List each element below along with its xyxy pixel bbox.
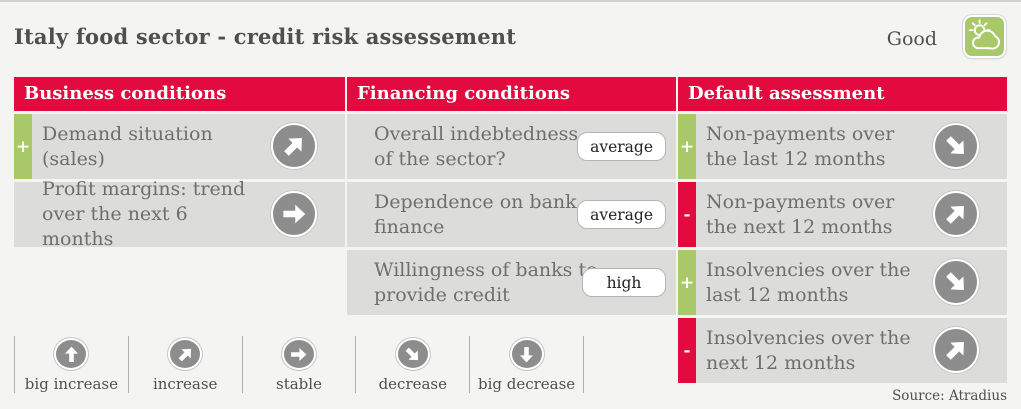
table-row: + Insolvencies over the last 12 months <box>678 250 1007 315</box>
row-label: Dependence on bank finance <box>374 190 577 238</box>
sun-cloud-glyph <box>968 19 1001 50</box>
positive-indicator-tab: + <box>678 250 696 315</box>
legend-label: big increase <box>24 375 118 393</box>
positive-indicator-tab: + <box>14 114 32 179</box>
table-row: Dependence on bank finance average <box>347 182 676 247</box>
legend-item: decrease <box>355 336 469 393</box>
row-label: Insolvencies over the last 12 months <box>706 258 911 306</box>
value-badge: average <box>577 200 666 229</box>
table-row: Willingness of banks to provide credit h… <box>347 250 676 315</box>
sun-cloud-icon <box>963 15 1006 58</box>
trend-stable-icon <box>271 191 317 237</box>
source-credit: Source: Atradius <box>892 388 1007 404</box>
row-label: Insolvencies over the next 12 months <box>706 326 911 374</box>
trend-increase-icon <box>933 191 979 237</box>
positive-indicator-tab: + <box>678 114 696 179</box>
legend-label: big decrease <box>477 375 576 393</box>
table-row: - Insolvencies over the next 12 months <box>678 318 1007 383</box>
row-label: Profit margins: trend over the next 6 mo… <box>42 178 246 250</box>
page-title: Italy food sector - credit risk assessem… <box>14 24 517 49</box>
table-row: Overall indebtedness of the sector? aver… <box>347 114 676 179</box>
legend-item: increase <box>127 336 242 393</box>
default-assessment-header: Default assessment <box>678 77 1007 111</box>
value-badge: average <box>577 132 666 161</box>
trend-increase-icon <box>933 327 979 373</box>
legend-label: stable <box>276 375 322 393</box>
business-conditions-column: Business conditions + Demand situation (… <box>14 77 345 250</box>
legend-label: decrease <box>378 375 448 393</box>
business-conditions-header: Business conditions <box>14 77 345 111</box>
negative-indicator-tab: - <box>678 182 696 247</box>
row-label: Willingness of banks to provide credit <box>374 258 598 306</box>
value-badge: high <box>582 268 666 297</box>
trend-decrease-icon <box>933 259 979 305</box>
increase-arrow-icon <box>168 338 203 370</box>
table-row: Profit margins: trend over the next 6 mo… <box>14 178 345 250</box>
decrease-arrow-icon <box>395 338 430 370</box>
table-row: - Non-payments over the next 12 months <box>678 182 1007 247</box>
legend-item: stable <box>241 336 356 393</box>
big-decrease-arrow-icon <box>509 338 544 370</box>
default-assessment-column: Default assessment + Non-payments over t… <box>678 77 1007 383</box>
legend-item: big decrease <box>469 336 584 393</box>
trend-increase-icon <box>271 123 317 169</box>
row-label: Overall indebtedness of the sector? <box>374 122 579 170</box>
legend-label: increase <box>152 375 218 393</box>
row-label: Non-payments over the last 12 months <box>706 122 895 170</box>
row-label: Demand situation (sales) <box>42 122 213 170</box>
legend-item: big increase <box>14 336 128 393</box>
table-row: + Non-payments over the last 12 months <box>678 114 1007 179</box>
negative-indicator-tab: - <box>678 318 696 383</box>
row-label: Non-payments over the next 12 months <box>706 190 895 238</box>
trend-decrease-icon <box>933 123 979 169</box>
financing-conditions-column: Financing conditions Overall indebtednes… <box>347 77 676 315</box>
stable-arrow-icon <box>281 338 316 370</box>
big-increase-arrow-icon <box>54 338 89 370</box>
trend-legend: big increase increase stable decrease bi… <box>14 336 584 393</box>
financing-conditions-header: Financing conditions <box>347 77 676 111</box>
overall-rating-label: Good <box>886 28 937 50</box>
table-row: + Demand situation (sales) <box>14 114 345 179</box>
